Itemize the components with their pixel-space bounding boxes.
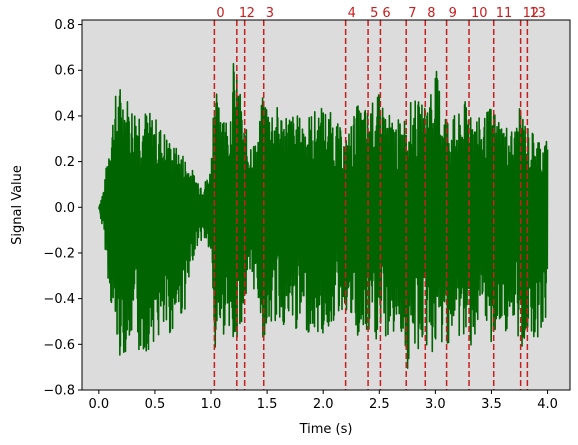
x-tick-label: 3.5 (481, 397, 502, 412)
x-tick-label: 0.0 (88, 397, 109, 412)
y-tick-label: 0.2 (54, 155, 75, 170)
signal-line (98, 62, 549, 369)
y-tick-label: −0.6 (43, 338, 75, 353)
marker-label-4: 4 (348, 6, 356, 21)
x-tick-label: 3.0 (425, 397, 446, 412)
x-tick-label: 4.0 (537, 397, 558, 412)
x-tick-label: 0.5 (145, 397, 166, 412)
y-axis-label: Signal Value (10, 165, 25, 245)
marker-label-8: 8 (427, 6, 435, 21)
marker-label-12: 12 (523, 6, 540, 21)
y-tick-label: 0.0 (54, 201, 75, 216)
y-tick-label: −0.4 (43, 292, 75, 307)
marker-label-6: 6 (382, 6, 390, 21)
marker-label-5: 5 (370, 6, 378, 21)
marker-label-13: 13 (529, 6, 546, 21)
x-axis-label: Time (s) (299, 422, 353, 437)
signal-layer (98, 62, 549, 369)
y-tick-label: 0.8 (54, 18, 75, 33)
marker-label-3: 3 (266, 6, 274, 21)
marker-label-0: 0 (216, 6, 224, 21)
marker-label-9: 9 (449, 6, 457, 21)
marker-label-2: 2 (247, 6, 255, 21)
marker-label-10: 10 (471, 6, 488, 21)
marker-label-1: 1 (239, 6, 247, 21)
y-axis: −0.8 −0.6 −0.4 −0.2 0.0 0.2 0.4 0.6 0.8 (43, 18, 82, 399)
marker-label-7: 7 (408, 6, 416, 21)
y-tick-label: 0.4 (54, 109, 75, 124)
x-tick-label: 1.5 (257, 397, 278, 412)
plot-frame (81, 19, 571, 391)
y-tick-label: 0.6 (54, 64, 75, 79)
y-tick-label: −0.2 (43, 246, 75, 261)
x-tick-label: 2.5 (369, 397, 390, 412)
y-tick-label: −0.8 (43, 384, 75, 399)
x-tick-label: 1.0 (201, 397, 222, 412)
x-axis: 0.0 0.5 1.0 1.5 2.0 2.5 3.0 3.5 4.0 (88, 390, 558, 412)
x-tick-label: 2.0 (313, 397, 334, 412)
marker-label-11: 11 (496, 6, 513, 21)
